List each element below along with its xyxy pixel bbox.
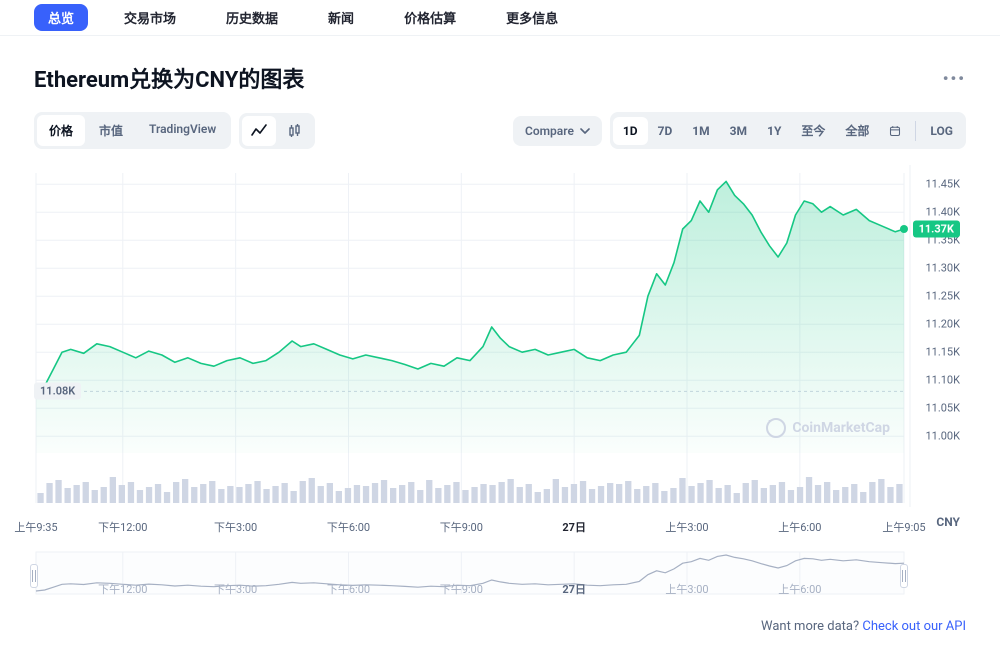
nav-tab-news[interactable]: 新闻 [314,4,368,31]
range-ytd[interactable]: 至今 [791,115,835,146]
nav-tab-price-est[interactable]: 价格估算 [390,4,470,31]
y-tick-label: 11.40K [925,206,960,219]
nav-tab-markets[interactable]: 交易市场 [110,4,190,31]
range-all[interactable]: 全部 [835,115,879,146]
view-tab-tradingview[interactable]: TradingView [137,115,228,146]
calendar-button[interactable] [879,116,911,146]
y-tick-label: 11.25K [925,290,960,303]
x-tick-label: 下午12:00 [98,519,147,535]
brush-x-tick-label: 下午9:00 [440,581,483,597]
x-tick-label: 上午3:00 [665,519,708,535]
range-3m[interactable]: 3M [720,117,757,145]
range-1y[interactable]: 1Y [757,117,791,145]
compare-label: Compare [525,124,574,138]
x-tick-label: 27日 [562,519,586,535]
watermark-text: CoinMarketCap [792,420,890,436]
range-7d[interactable]: 7D [648,117,683,145]
brush-x-tick-label: 下午12:00 [98,581,147,597]
y-tick-label: 11.10K [925,374,960,387]
more-menu-button[interactable]: ••• [943,69,966,88]
view-tab-marketcap[interactable]: 市值 [87,115,135,146]
nav-tab-historical[interactable]: 历史数据 [212,4,292,31]
y-tick-label: 11.45K [925,178,960,191]
y-tick-label: 11.30K [925,262,960,275]
y-tick-label: 11.20K [925,318,960,331]
nav-tab-overview[interactable]: 总览 [34,4,88,31]
range-1m[interactable]: 1M [682,117,719,145]
calendar-icon [889,123,901,139]
brush-x-tick-label: 上午6:00 [778,581,821,597]
x-tick-label: 下午6:00 [327,519,370,535]
x-tick-label: 上午6:00 [778,519,821,535]
y-tick-label: 11.05K [925,402,960,415]
y-tick-label: 11.00K [925,430,960,443]
watermark-logo-icon [766,418,786,438]
nav-tab-more[interactable]: 更多信息 [492,4,572,31]
footer-text: Want more data? [761,619,862,634]
top-nav: 总览 交易市场 历史数据 新闻 价格估算 更多信息 [0,0,1000,36]
current-price-badge: 11.37K [913,221,960,238]
api-link[interactable]: Check out our API [862,619,966,634]
separator [915,121,916,141]
y-tick-label: 11.15K [925,346,960,359]
range-segment: 1D 7D 1M 3M 1Y 至今 全部 LOG [610,112,966,149]
chevron-down-icon [580,126,590,136]
x-tick-label: 上午9:05 [882,519,925,535]
log-toggle[interactable]: LOG [920,117,963,145]
chart-type-segment [239,113,315,149]
brush-handle-right[interactable] [900,564,908,588]
brush-x-tick-label: 上午3:00 [665,581,708,597]
price-chart[interactable]: CoinMarketCap 11.00K 11.05K 11.10K 11.15K 11… [34,163,960,543]
x-tick-label: 下午9:00 [440,519,483,535]
range-1d[interactable]: 1D [613,117,648,145]
brush-x-tick-label: 27日 [562,581,586,597]
time-brush[interactable]: 下午12:00 下午3:00 下午6:00 下午9:00 27日 上午3:00 上午6:00 [34,551,960,601]
x-tick-label: 下午3:00 [214,519,257,535]
candlestick-icon[interactable] [278,116,312,146]
footer: Want more data? Check out our API [0,609,1000,634]
page-title: Ethereum兑换为CNY的图表 [34,62,304,94]
brush-x-tick-label: 下午6:00 [327,581,370,597]
compare-button[interactable]: Compare [513,116,602,146]
x-tick-label: 上午9:35 [14,519,57,535]
brush-handle-left[interactable] [30,564,38,588]
line-chart-icon[interactable] [242,116,276,146]
view-tab-price[interactable]: 价格 [37,115,85,146]
view-segment: 价格 市值 TradingView [34,112,231,149]
watermark: CoinMarketCap [766,418,890,438]
open-price-badge: 11.08K [34,383,81,400]
currency-label: CNY [936,515,960,529]
brush-x-tick-label: 下午3:00 [214,581,257,597]
